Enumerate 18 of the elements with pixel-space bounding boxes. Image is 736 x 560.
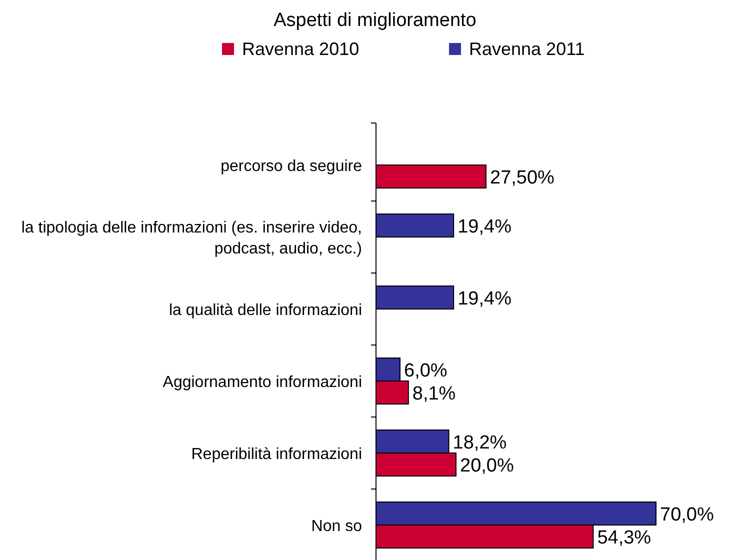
legend-label: Ravenna 2010 xyxy=(242,39,360,59)
data-label: 19,4% xyxy=(458,288,512,310)
legend-label: Ravenna 2011 xyxy=(469,39,585,59)
y-tick-label: la qualità delle informazioni xyxy=(169,302,362,319)
data-label: 8,1% xyxy=(412,384,456,404)
chart-title: Aspetti di miglioramento xyxy=(274,10,476,31)
data-label: 19,4% xyxy=(458,216,512,238)
data-label: 27,50% xyxy=(490,168,555,188)
y-tick-label: Aggiornamento informazioni xyxy=(162,374,362,391)
y-tick-label: percorso da seguire xyxy=(220,158,362,175)
y-tick-label: Reperibilità informazioni xyxy=(191,446,362,463)
y-tick-label: Non so xyxy=(311,518,362,535)
data-label: 70,0% xyxy=(660,504,714,526)
data-label: 18,2% xyxy=(452,432,507,454)
data-label: 6,0% xyxy=(404,360,448,382)
data-label: 20,0% xyxy=(460,456,514,476)
y-tick-label: la tipologia delle informazioni (es. inserire video, podcast, audio, ecc.) xyxy=(21,220,362,258)
data-label: 54,3% xyxy=(597,528,652,548)
